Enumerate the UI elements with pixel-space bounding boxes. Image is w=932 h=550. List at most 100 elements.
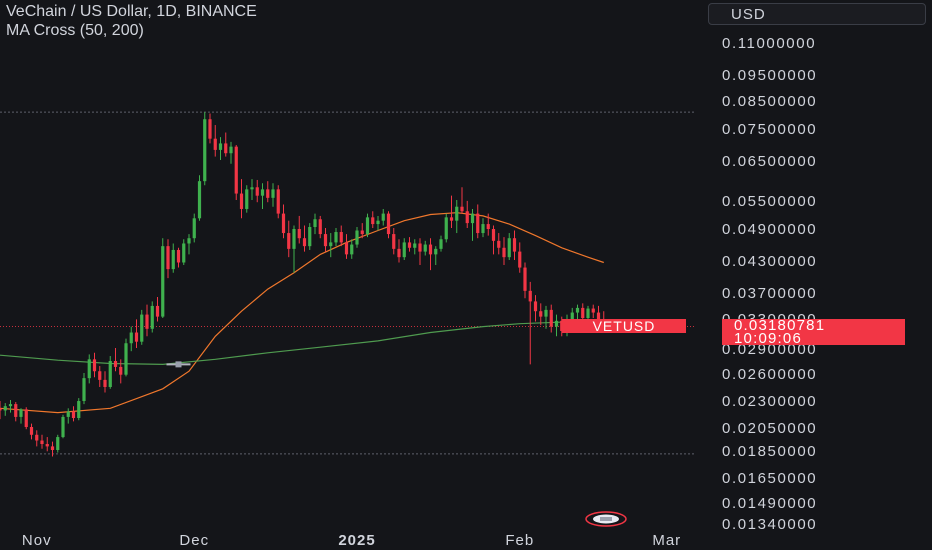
candle-up	[56, 437, 60, 450]
candle-up	[140, 314, 144, 342]
candle-up	[8, 404, 13, 407]
candle-down	[24, 409, 28, 427]
candle-down	[344, 242, 349, 255]
candle-down	[407, 242, 412, 248]
y-tick-label: 0.02300000	[722, 393, 817, 410]
candle-down	[266, 189, 270, 198]
candle-up	[229, 146, 233, 154]
candle-down	[371, 217, 375, 225]
candle-up	[192, 218, 196, 239]
candle-down	[155, 305, 160, 317]
currency-selector[interactable]: USD	[708, 3, 926, 25]
candle-up	[150, 305, 154, 329]
candle-down	[45, 444, 49, 447]
candle-up	[61, 416, 65, 438]
candle-down	[397, 248, 401, 258]
candle-down	[208, 119, 212, 139]
x-tick-label: Nov	[22, 532, 52, 549]
y-tick-label: 0.02050000	[722, 420, 817, 437]
candle-down	[166, 246, 170, 270]
candle-down	[176, 249, 181, 263]
y-tick-label: 0.04300000	[722, 253, 817, 270]
candle-up	[250, 187, 254, 190]
candle-down	[98, 371, 102, 380]
candle-up	[19, 409, 23, 417]
candle-down	[234, 146, 238, 194]
candle-up	[87, 359, 91, 379]
candle-down	[71, 411, 76, 419]
candle-up	[470, 213, 475, 224]
candle-up	[439, 239, 443, 249]
y-tick-label: 0.08500000	[722, 93, 817, 110]
bar-countdown: 10:09:06	[734, 330, 802, 347]
candle-up	[260, 189, 265, 196]
candle-down	[339, 232, 343, 243]
candle-up	[3, 406, 7, 411]
candle-up	[455, 206, 459, 221]
candle-down	[134, 332, 139, 342]
candle-down	[213, 138, 217, 150]
candle-up	[171, 249, 175, 270]
candle-down	[0, 408, 2, 411]
candle-down	[323, 234, 328, 247]
y-tick-label: 0.01340000	[722, 516, 817, 533]
candle-down	[302, 238, 307, 247]
candle-down	[119, 366, 123, 375]
y-tick-label: 0.05500000	[722, 193, 817, 210]
candle-up	[413, 243, 417, 248]
candle-up	[507, 238, 511, 258]
candle-down	[287, 233, 291, 249]
x-tick-label: Dec	[179, 532, 209, 549]
candle-up	[355, 230, 359, 245]
candle-down	[533, 301, 538, 312]
chart-title: VeChain / US Dollar, 1D, BINANCE	[6, 3, 257, 20]
candle-down	[29, 427, 34, 435]
candle-up	[161, 246, 165, 317]
y-tick-label: 0.01850000	[722, 443, 817, 460]
candle-down	[92, 359, 97, 372]
candle-down	[497, 240, 501, 248]
candle-up	[350, 244, 354, 255]
candle-up	[570, 312, 574, 320]
candle-down	[465, 211, 469, 224]
candle-up	[334, 232, 338, 243]
candle-up	[376, 220, 380, 225]
candle-up	[586, 308, 590, 318]
candle-up	[66, 411, 70, 417]
indicator-legend[interactable]: MA Cross (50, 200)	[6, 22, 144, 39]
x-tick-label: 2025	[338, 532, 375, 549]
candle-down	[392, 234, 396, 249]
candle-up	[329, 242, 333, 247]
candle-up	[124, 343, 128, 375]
candle-down	[512, 238, 517, 252]
candle-down	[518, 251, 522, 268]
candle-down	[486, 224, 490, 230]
candle-down	[491, 229, 496, 241]
candle-up	[575, 307, 580, 313]
y-tick-label: 0.03700000	[722, 285, 817, 302]
candle-down	[40, 440, 44, 445]
candle-up	[481, 224, 485, 234]
candle-up	[434, 248, 438, 255]
y-tick-label: 0.04900000	[722, 221, 817, 238]
candle-up	[197, 181, 202, 219]
candle-down	[460, 206, 464, 212]
candle-up	[423, 244, 427, 252]
candle-down	[239, 193, 244, 209]
candle-down	[281, 213, 286, 234]
candle-down	[103, 379, 107, 387]
candle-up	[129, 332, 133, 344]
candle-down	[145, 314, 149, 329]
x-tick-label: Mar	[652, 532, 681, 549]
candle-up	[77, 401, 81, 419]
candle-up	[313, 219, 317, 228]
candle-up	[444, 217, 448, 240]
earnings-flag-icon[interactable]	[583, 510, 629, 528]
candle-up	[187, 238, 191, 244]
candle-up	[271, 189, 275, 198]
candle-up	[182, 243, 186, 263]
candle-down	[276, 189, 280, 214]
candle-up	[218, 143, 223, 150]
candle-down	[428, 244, 433, 255]
